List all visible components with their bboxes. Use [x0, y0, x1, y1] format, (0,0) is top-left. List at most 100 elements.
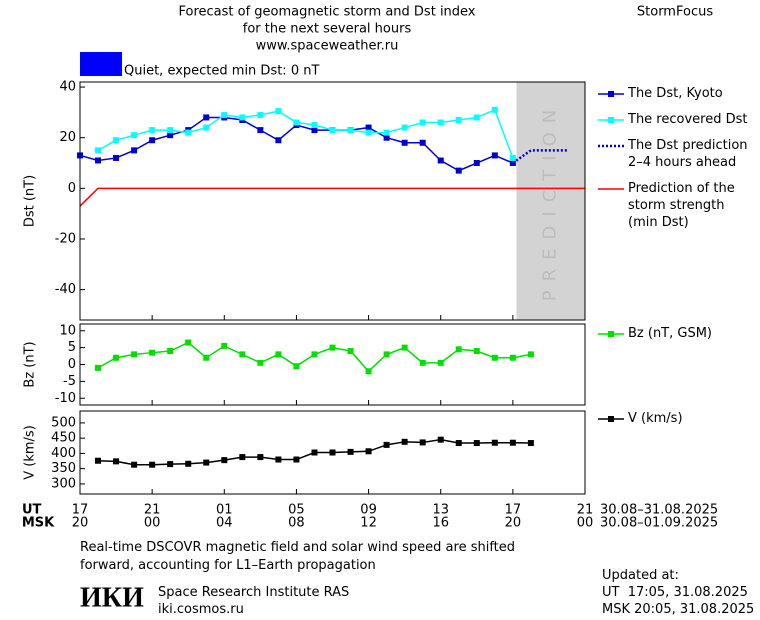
- y-tick-label: -40: [55, 282, 76, 297]
- marker: [419, 359, 426, 366]
- x-tick-label: 05: [288, 503, 305, 518]
- prediction-label: PREDICTION: [540, 101, 561, 301]
- marker: [203, 354, 210, 361]
- marker: [455, 440, 462, 447]
- marker: [131, 461, 138, 468]
- legend-label: The Dst, Kyoto: [628, 86, 723, 101]
- marker: [383, 129, 390, 136]
- marker: [167, 132, 174, 139]
- x-tick-label: 21: [144, 503, 161, 518]
- x-tick-label: 17: [505, 503, 522, 518]
- marker: [203, 459, 210, 466]
- y-axis-label: Dst (nT): [23, 175, 38, 227]
- marker: [473, 440, 480, 447]
- y-tick-label: 40: [59, 80, 76, 95]
- legend-icon: [598, 188, 624, 190]
- legend-icon: [598, 331, 624, 337]
- y-tick-label: 10: [59, 323, 76, 338]
- marker: [95, 147, 102, 154]
- marker: [401, 344, 408, 351]
- updated-ut: UT 17:05, 31.08.2025: [602, 585, 748, 600]
- marker: [257, 111, 264, 118]
- marker: [113, 137, 120, 144]
- marker: [275, 351, 282, 358]
- legend: The Dst, Kyoto The recovered Dst The Dst p…: [597, 85, 748, 240]
- marker: [131, 132, 138, 139]
- marker: [365, 448, 372, 455]
- ut-label: UT: [22, 503, 42, 518]
- msk-tick-label: 00: [577, 516, 594, 531]
- legend-label: The recovered Dst: [628, 112, 748, 127]
- marker: [383, 351, 390, 358]
- marker: [131, 351, 138, 358]
- marker: [275, 108, 282, 115]
- marker: [149, 461, 156, 468]
- title-line: www.spaceweather.ru: [256, 39, 399, 54]
- y-tick-label: 350: [51, 461, 76, 476]
- legend-item: The recovered Dst: [597, 111, 748, 128]
- status-swatch: [80, 52, 122, 76]
- marker: [437, 119, 444, 126]
- legend-icon: [598, 416, 624, 422]
- logo: ИКИ: [80, 582, 144, 613]
- plot-frame: [79, 323, 586, 406]
- x-tick-label: 01: [216, 503, 233, 518]
- note-line: forward, accounting for L1–Earth propaga…: [80, 558, 376, 573]
- plot-frame: [79, 81, 586, 321]
- marker: [275, 456, 282, 463]
- marker: [401, 139, 408, 146]
- marker: [455, 167, 462, 174]
- msk-tick-label: 20: [505, 516, 522, 531]
- marker: [329, 127, 336, 134]
- marker: [383, 441, 390, 448]
- msk-tick-label: 08: [288, 516, 305, 531]
- marker: [149, 137, 156, 144]
- y-tick-label: 0: [68, 357, 76, 372]
- marker: [311, 127, 318, 134]
- msk-range: 30.08–01.09.2025: [600, 516, 718, 531]
- marker: [95, 157, 102, 164]
- plot-frame: [79, 410, 586, 495]
- y-tick-label: 20: [59, 130, 76, 145]
- marker: [239, 114, 246, 121]
- marker: [437, 359, 444, 366]
- legend-marker: [608, 331, 614, 337]
- marker: [167, 348, 174, 354]
- msk-tick-label: 12: [360, 516, 377, 531]
- marker: [185, 460, 192, 467]
- legend-icon: [598, 144, 624, 148]
- legend-label: Bz (nT, GSM): [628, 326, 713, 341]
- legend: Bz (nT, GSM): [597, 325, 712, 351]
- marker: [401, 124, 408, 131]
- marker: [455, 116, 462, 123]
- marker: [113, 154, 120, 161]
- marker: [347, 348, 354, 354]
- msk-tick-label: 00: [144, 516, 161, 531]
- legend-item: The Dst, Kyoto: [597, 85, 748, 102]
- marker: [473, 160, 480, 167]
- marker: [311, 449, 318, 456]
- y-tick-label: 300: [51, 476, 76, 491]
- marker: [221, 111, 228, 118]
- marker: [419, 439, 426, 446]
- series-line: [79, 187, 585, 207]
- marker: [293, 456, 300, 463]
- marker: [293, 363, 300, 370]
- marker: [257, 359, 264, 366]
- institute: Space Research Institute RAS: [158, 585, 350, 600]
- y-tick-label: -20: [55, 231, 76, 246]
- marker: [491, 152, 498, 159]
- marker: [131, 147, 138, 154]
- y-tick-label: -10: [55, 391, 76, 406]
- updated-msk: MSK 20:05, 31.08.2025: [602, 602, 755, 617]
- marker: [221, 342, 228, 349]
- legend-icon: [598, 117, 624, 123]
- updated: Updated at:: [602, 568, 679, 583]
- marker: [473, 114, 480, 121]
- x-tick-label: 21: [577, 503, 594, 518]
- x-tick-label: 13: [432, 503, 449, 518]
- brand: StormFocus: [637, 5, 713, 20]
- y-tick-label: 400: [51, 446, 76, 461]
- marker: [455, 346, 462, 353]
